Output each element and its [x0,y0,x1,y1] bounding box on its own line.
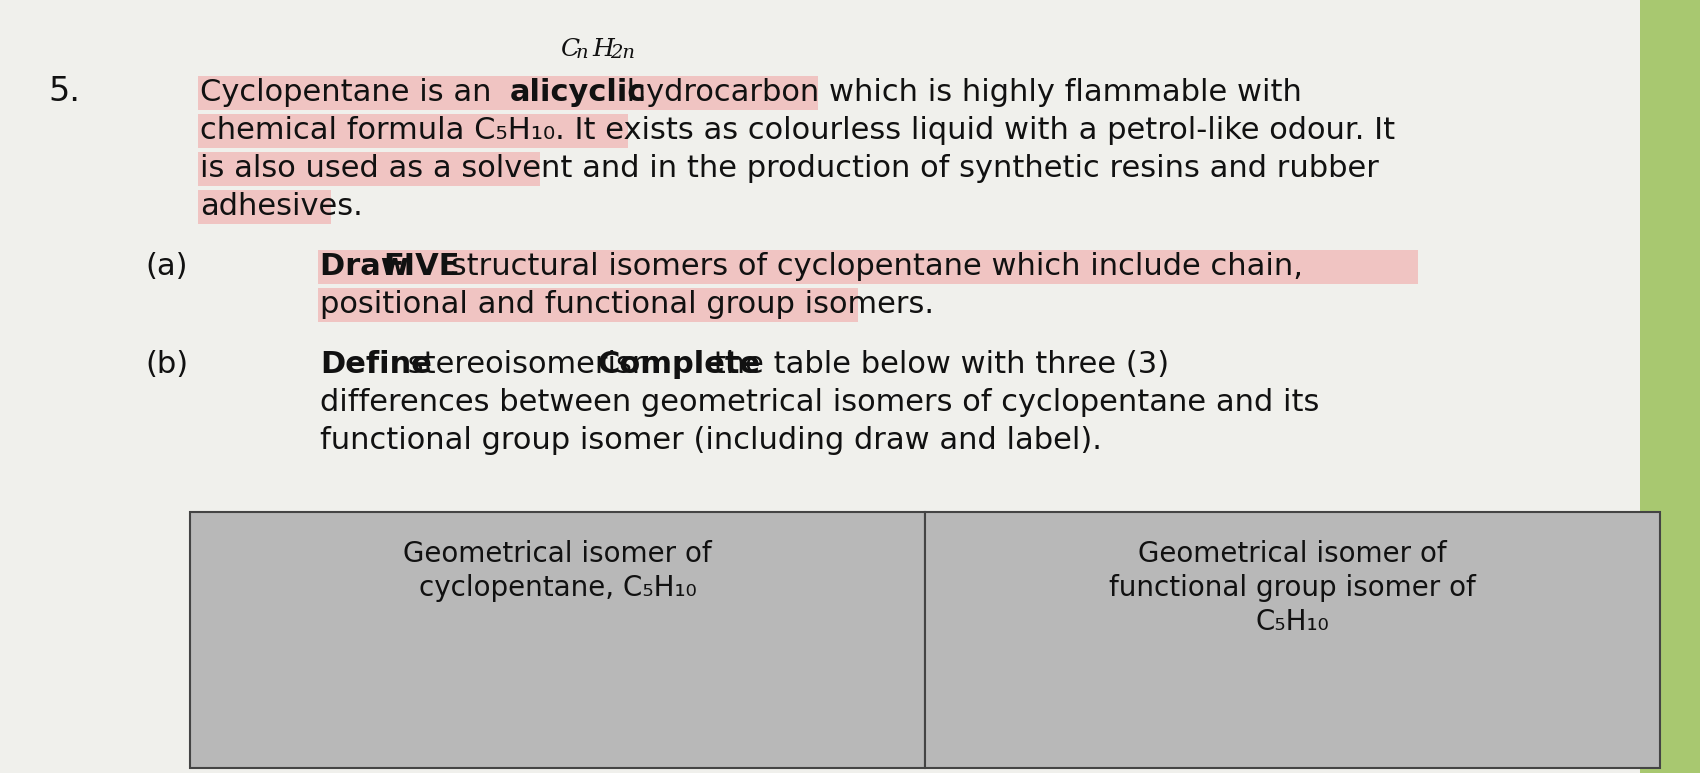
Text: Geometrical isomer of: Geometrical isomer of [403,540,712,568]
Text: chemical formula C₅H₁₀. It exists as colourless liquid with a petrol-like odour.: chemical formula C₅H₁₀. It exists as col… [201,116,1396,145]
Bar [197,76,818,110]
Text: structural isomers of cyclopentane which include chain,: structural isomers of cyclopentane which… [440,252,1302,281]
Text: stereoisomerism.: stereoisomerism. [398,350,682,379]
Text: Define: Define [320,350,432,379]
Text: cyclopentane, C₅H₁₀: cyclopentane, C₅H₁₀ [418,574,697,602]
Text: C: C [559,38,580,61]
Text: n: n [576,44,588,62]
Bar [197,114,627,148]
Text: Geometrical isomer of: Geometrical isomer of [1139,540,1447,568]
Text: Cyclopentane is an: Cyclopentane is an [201,78,502,107]
Text: functional group isomer (including draw and label).: functional group isomer (including draw … [320,426,1102,455]
Text: alicyclic: alicyclic [510,78,646,107]
Text: the table below with three (3): the table below with three (3) [704,350,1170,379]
Text: positional and functional group isomers.: positional and functional group isomers. [320,290,933,319]
Text: 5.: 5. [48,75,80,108]
Text: functional group isomer of: functional group isomer of [1108,574,1476,602]
Text: is also used as a solvent and in the production of synthetic resins and rubber: is also used as a solvent and in the pro… [201,154,1379,183]
Text: (b): (b) [144,350,189,379]
Bar [197,152,541,186]
Bar [197,190,332,224]
Bar [1640,0,1700,773]
Text: Draw: Draw [320,252,420,281]
Bar [318,250,1418,284]
Text: H: H [592,38,614,61]
Text: Complete: Complete [598,350,762,379]
Text: differences between geometrical isomers of cyclopentane and its: differences between geometrical isomers … [320,388,1319,417]
Text: adhesives.: adhesives. [201,192,362,221]
Bar [925,512,1659,768]
Bar [190,512,925,768]
Text: FIVE: FIVE [382,252,459,281]
Text: hydrocarbon which is highly flammable with: hydrocarbon which is highly flammable wi… [617,78,1302,107]
Text: C₅H₁₀: C₅H₁₀ [1256,608,1329,636]
Bar [318,288,858,322]
Text: (a): (a) [144,252,187,281]
Text: 2n: 2n [610,44,634,62]
